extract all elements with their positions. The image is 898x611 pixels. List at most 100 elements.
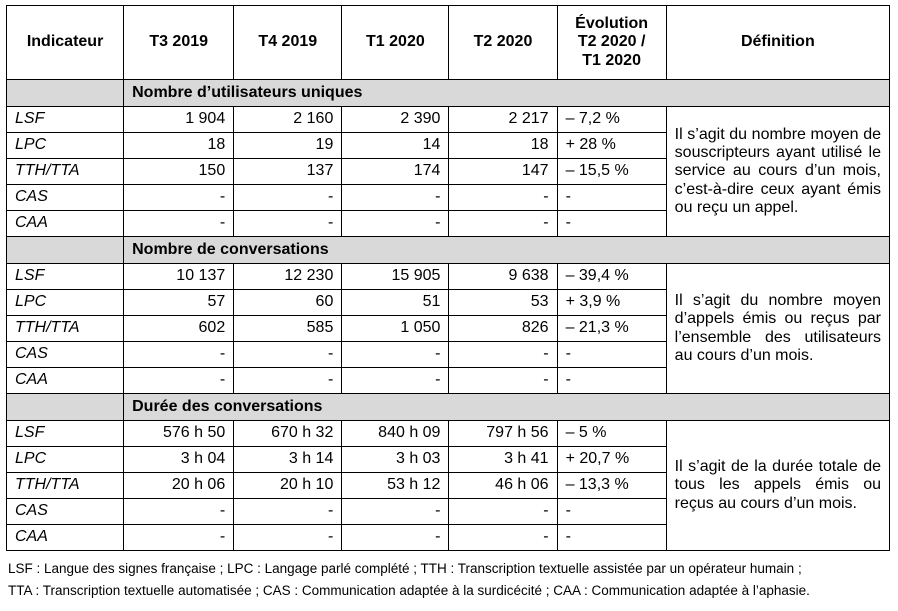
cell-evolution: – 39,4 %	[556, 263, 667, 290]
cell-value: 14	[341, 132, 450, 159]
row-label: LPC	[5, 446, 125, 473]
cell-evolution: – 5 %	[556, 420, 667, 447]
cell-value: -	[123, 498, 235, 525]
cell-value: -	[233, 367, 343, 394]
cell-evolution: + 20,7 %	[556, 446, 667, 473]
row-label: CAS	[5, 341, 125, 368]
indicators-table: Indicateur T3 2019 T4 2019 T1 2020 T2 20…	[5, 5, 891, 551]
row-label: CAA	[5, 367, 125, 394]
cell-value: 1 904	[123, 106, 235, 133]
cell-value: 3 h 14	[233, 446, 343, 473]
header-row: Indicateur T3 2019 T4 2019 T1 2020 T2 20…	[5, 5, 891, 80]
cell-value: -	[233, 498, 343, 525]
cell-value: -	[123, 367, 235, 394]
cell-value: -	[341, 367, 450, 394]
cell-value: 10 137	[123, 263, 235, 290]
section-title-duree: Durée des conversations	[123, 393, 890, 421]
evolution-header-line2: T2 2020 /	[577, 33, 646, 51]
cell-value: 20 h 10	[233, 472, 343, 499]
cell-evolution: -	[556, 367, 667, 394]
cell-value: -	[123, 524, 235, 551]
cell-evolution: – 21,3 %	[556, 315, 667, 342]
cell-value: 18	[123, 132, 235, 159]
row-label: CAA	[5, 210, 125, 237]
cell-value: 137	[233, 158, 343, 185]
section-spacer-cell	[5, 236, 125, 264]
evolution-header-line3: T1 2020	[582, 51, 641, 69]
footnote-line-1: LSF : Langue des signes française ; LPC …	[8, 561, 802, 576]
cell-value: 15 905	[341, 263, 450, 290]
cell-value: 602	[123, 315, 235, 342]
cell-value: -	[448, 341, 558, 368]
definition-duree: Il s’agit de la durée totale de tous les…	[665, 420, 891, 551]
section-spacer-cell	[5, 79, 125, 107]
cell-value: 147	[448, 158, 558, 185]
cell-evolution: + 3,9 %	[556, 289, 667, 316]
row-label: TTH/TTA	[5, 315, 125, 342]
cell-value: -	[341, 524, 450, 551]
row-label: TTH/TTA	[5, 472, 125, 499]
row-label: LPC	[5, 289, 125, 316]
cell-value: 19	[233, 132, 343, 159]
cell-value: -	[233, 341, 343, 368]
section-title-utilisateurs: Nombre d’utilisateurs uniques	[123, 79, 890, 107]
cell-evolution: – 7,2 %	[556, 106, 667, 133]
table-row: CAS - - - - -	[5, 498, 890, 525]
table-row: LSF 10 137 12 230 15 905 9 638 – 39,4 % …	[5, 263, 891, 394]
cell-value: -	[341, 184, 450, 211]
col-header-t1-2020: T1 2020	[341, 5, 450, 80]
cell-value: 670 h 32	[233, 420, 343, 447]
row-label: LSF	[5, 263, 125, 290]
col-header-t4-2019: T4 2019	[233, 5, 343, 80]
cell-value: -	[233, 524, 343, 551]
cell-evolution: -	[556, 498, 667, 525]
evolution-header-line1: Évolution	[575, 14, 649, 32]
section-header-row: Nombre d’utilisateurs uniques	[5, 79, 890, 107]
section-spacer-cell	[5, 393, 125, 421]
cell-value: 797 h 56	[448, 420, 558, 447]
col-header-evolution: Évolution T2 2020 / T1 2020	[556, 5, 667, 80]
section-title-conversations: Nombre de conversations	[123, 236, 890, 264]
cell-value: 3 h 03	[341, 446, 450, 473]
col-header-t2-2020: T2 2020	[448, 5, 558, 80]
cell-value: 18	[448, 132, 558, 159]
cell-evolution: – 15,5 %	[556, 158, 667, 185]
cell-value: 150	[123, 158, 235, 185]
cell-evolution: -	[556, 341, 667, 368]
cell-value: -	[341, 498, 450, 525]
cell-value: 2 160	[233, 106, 343, 133]
cell-value: -	[233, 184, 343, 211]
row-label: TTH/TTA	[5, 158, 125, 185]
cell-value: 1 050	[341, 315, 450, 342]
cell-value: -	[341, 341, 450, 368]
cell-value: -	[123, 184, 235, 211]
cell-value: 585	[233, 315, 343, 342]
cell-value: -	[233, 210, 343, 237]
row-label: LPC	[5, 132, 125, 159]
cell-value: 840 h 09	[341, 420, 450, 447]
cell-value: -	[123, 210, 235, 237]
cell-value: -	[448, 524, 558, 551]
cell-evolution: -	[556, 210, 667, 237]
row-label: LSF	[5, 420, 125, 447]
section-header-row: Durée des conversations	[5, 393, 890, 421]
cell-value: 60	[233, 289, 343, 316]
cell-value: 174	[341, 158, 450, 185]
row-label: LSF	[5, 106, 125, 133]
cell-value: 57	[123, 289, 235, 316]
cell-value: -	[448, 184, 558, 211]
table-row: LPC 3 h 04 3 h 14 3 h 03 3 h 41 + 20,7 %	[5, 446, 890, 473]
cell-value: -	[448, 210, 558, 237]
cell-value: -	[448, 367, 558, 394]
cell-value: 20 h 06	[123, 472, 235, 499]
cell-value: 576 h 50	[123, 420, 235, 447]
table-row: LPC 18 19 14 18 + 28 %	[5, 132, 890, 159]
cell-value: 53 h 12	[341, 472, 450, 499]
footnotes: LSF : Langue des signes française ; LPC …	[8, 558, 890, 602]
cell-evolution: -	[556, 184, 667, 211]
cell-value: 9 638	[448, 263, 558, 290]
cell-value: -	[448, 498, 558, 525]
cell-value: 53	[448, 289, 558, 316]
cell-value: 2 217	[448, 106, 558, 133]
